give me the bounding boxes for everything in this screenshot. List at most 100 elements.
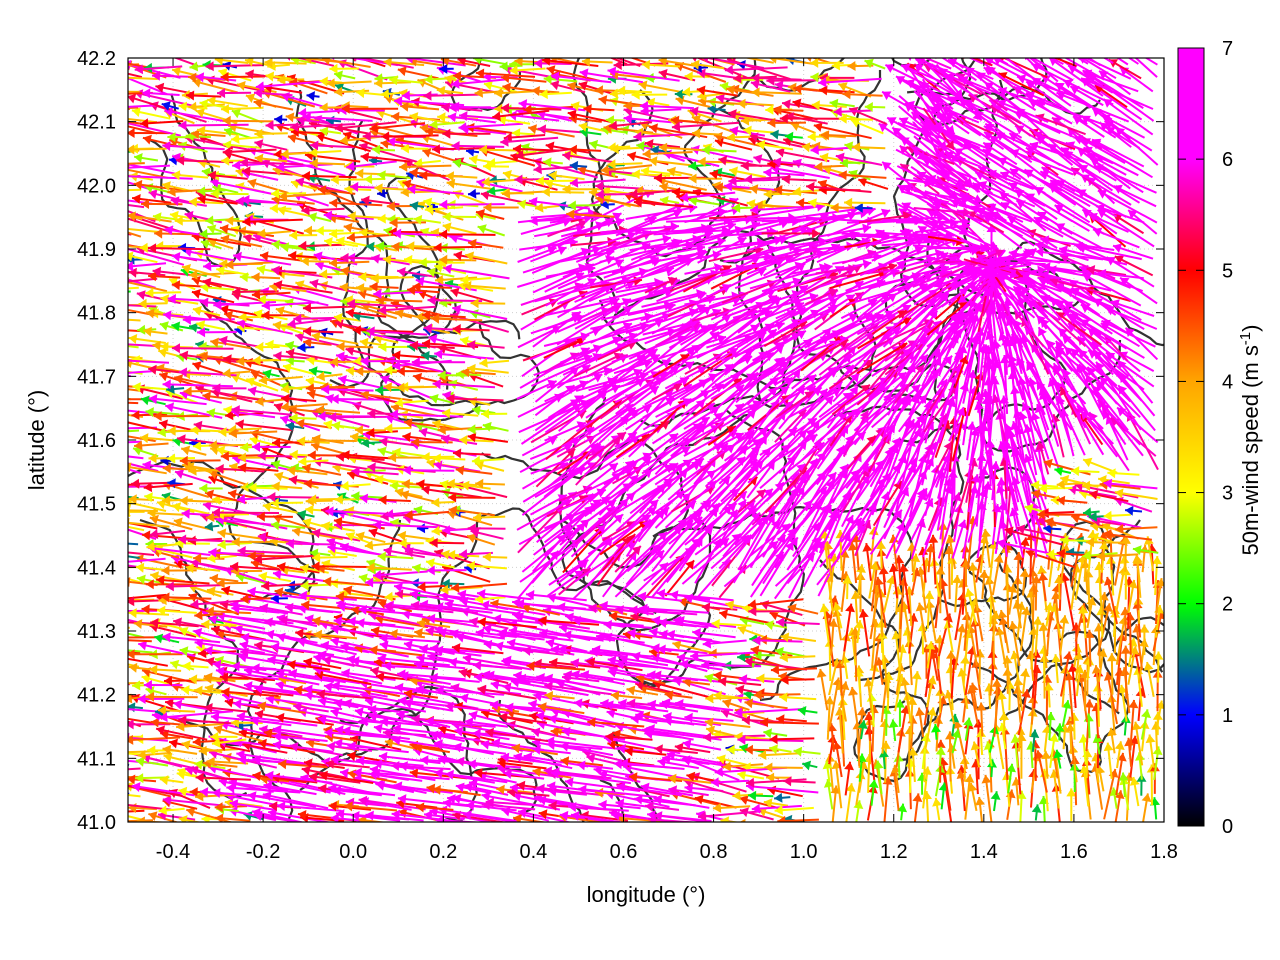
wind-arrow-shaft bbox=[276, 804, 342, 812]
wind-arrow-head bbox=[739, 795, 749, 805]
wind-arrow-head bbox=[104, 648, 112, 658]
wind-arrow-head bbox=[967, 783, 978, 792]
wind-arrow bbox=[91, 801, 129, 811]
wind-arrow bbox=[747, 790, 774, 801]
wind-arrow bbox=[262, 791, 329, 810]
wind-arrow-shaft bbox=[648, 818, 698, 822]
wind-arrow bbox=[844, 761, 854, 796]
wind-arrow bbox=[830, 785, 841, 822]
wind-arrow-head bbox=[1129, 777, 1140, 786]
wind-arrow-head bbox=[1006, 763, 1016, 773]
wind-arrow-shaft bbox=[262, 793, 329, 810]
wind-arrow-head bbox=[570, 811, 580, 821]
wind-arrow bbox=[158, 805, 185, 816]
wind-arrow-head bbox=[100, 655, 109, 665]
wind-arrow bbox=[229, 799, 278, 812]
wind-arrow-head bbox=[297, 810, 307, 820]
wind-arrow bbox=[732, 790, 763, 801]
wind-arrow-head bbox=[1118, 772, 1129, 781]
wind-arrow-head bbox=[262, 791, 272, 801]
wind-arrow bbox=[512, 813, 548, 822]
wind-arrow-head bbox=[598, 799, 607, 810]
wind-arrow-shaft bbox=[365, 813, 424, 822]
wind-arrow-shaft bbox=[80, 592, 126, 595]
wind-arrow-head bbox=[513, 813, 522, 822]
wind-arrow-head bbox=[90, 773, 98, 783]
wind-arrow bbox=[80, 588, 126, 598]
wind-arrow-shaft bbox=[564, 780, 641, 792]
wind-arrow-shaft bbox=[311, 565, 370, 568]
wind-arrow bbox=[128, 669, 129, 670]
wind-arrow-head bbox=[118, 780, 127, 790]
wind-arrow bbox=[106, 799, 172, 811]
wind-arrow bbox=[1118, 772, 1129, 798]
wind-arrow-head bbox=[463, 810, 472, 820]
wind-arrow-shaft bbox=[360, 799, 412, 811]
wind-arrow-head bbox=[98, 607, 106, 617]
wind-arrow-head bbox=[546, 781, 556, 792]
wind-arrow bbox=[86, 606, 128, 616]
wind-arrow-head bbox=[429, 807, 439, 817]
wind-arrow bbox=[644, 801, 680, 812]
wind-arrow-head bbox=[758, 807, 768, 817]
wind-arrow-shaft bbox=[186, 808, 234, 822]
wind-arrow-head bbox=[509, 782, 519, 793]
wind-arrow bbox=[975, 796, 985, 822]
wind-arrow-head bbox=[336, 809, 345, 820]
wind-arrow bbox=[328, 783, 396, 797]
wind-arrow-head bbox=[615, 798, 625, 809]
contour-line bbox=[128, 460, 316, 601]
wind-arrow-head bbox=[96, 530, 105, 540]
wind-arrow-head bbox=[748, 790, 757, 801]
wind-arrow-head bbox=[512, 791, 522, 802]
wind-arrow-head bbox=[189, 787, 198, 798]
wind-arrow-head bbox=[426, 783, 436, 794]
wind-arrow-shaft bbox=[253, 813, 305, 822]
wind-arrow-head bbox=[485, 797, 494, 808]
wind-arrow-head bbox=[86, 606, 94, 616]
wind-arrow-shaft bbox=[128, 794, 141, 798]
wind-arrow-head bbox=[1066, 788, 1077, 797]
wind-arrow bbox=[694, 794, 737, 809]
wind-arrow-shaft bbox=[481, 794, 561, 811]
wind-arrow-head bbox=[1114, 790, 1125, 799]
wind-arrow-head bbox=[516, 780, 526, 791]
wind-arrow bbox=[653, 794, 710, 809]
wind-arrow-head bbox=[981, 774, 992, 784]
wind-arrow bbox=[763, 798, 789, 809]
wind-arrow-head bbox=[698, 811, 707, 822]
wind-arrow-head bbox=[128, 781, 129, 784]
wind-arrow-head bbox=[106, 515, 115, 525]
wind-arrow bbox=[640, 782, 694, 797]
wind-arrow-head bbox=[195, 791, 204, 802]
wind-arrow-head bbox=[536, 783, 545, 794]
wind-arrow bbox=[435, 815, 479, 822]
wind-arrow-head bbox=[328, 801, 337, 812]
wind-arrow-shaft bbox=[358, 798, 426, 811]
wind-arrow-head bbox=[712, 802, 722, 813]
wind-arrow-head bbox=[774, 792, 783, 803]
wind-arrow-head bbox=[228, 778, 238, 789]
contour-line bbox=[1069, 519, 1164, 674]
wind-arrow bbox=[228, 778, 289, 792]
wind-arrow-head bbox=[644, 801, 654, 812]
wind-arrow bbox=[932, 797, 942, 821]
wind-arrow bbox=[897, 803, 908, 821]
wind-arrow-head bbox=[101, 731, 110, 741]
wind-arrow-shaft bbox=[653, 797, 710, 809]
wind-arrow-head bbox=[634, 794, 643, 805]
wind-arrow-head bbox=[186, 807, 196, 817]
wind-arrow-head bbox=[438, 805, 448, 816]
wind-arrow bbox=[1016, 790, 1027, 822]
wind-arrow bbox=[226, 783, 301, 794]
wind-arrow bbox=[96, 530, 128, 542]
wind-arrow bbox=[186, 807, 234, 822]
wind-arrow-head bbox=[118, 732, 126, 742]
wind-arrow-head bbox=[91, 801, 99, 811]
wind-arrow bbox=[263, 781, 317, 796]
wind-arrow-head bbox=[226, 783, 235, 794]
wind-arrow-head bbox=[128, 551, 129, 553]
wind-arrow-shaft bbox=[228, 781, 289, 792]
wind-arrow-shaft bbox=[616, 784, 682, 797]
wind-arrow-head bbox=[106, 799, 115, 809]
